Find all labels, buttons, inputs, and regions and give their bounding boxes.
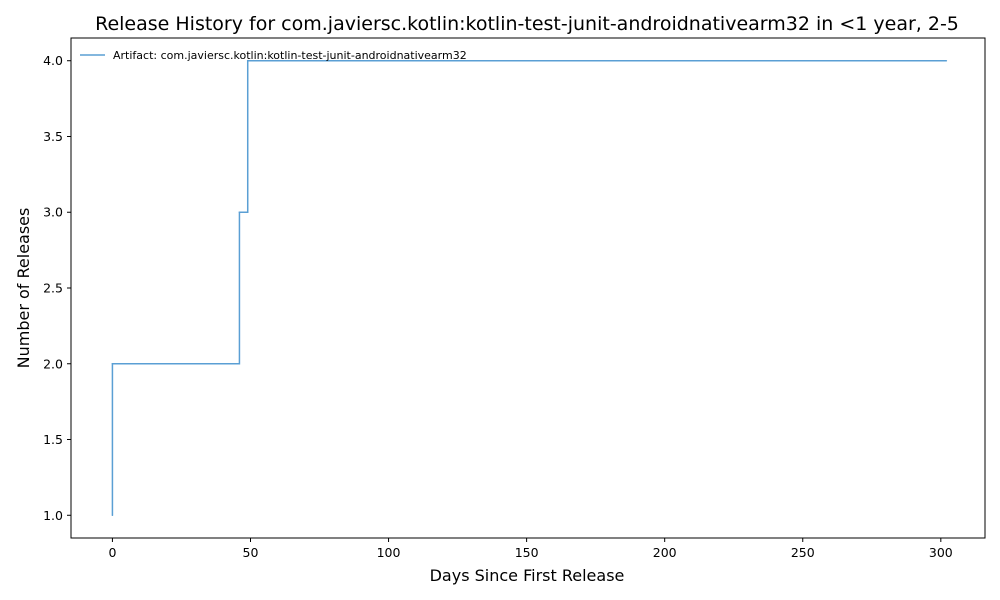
x-tick-label: 150 (515, 545, 539, 560)
x-tick-label: 250 (791, 545, 815, 560)
x-tick-label: 0 (108, 545, 116, 560)
y-axis: 1.0 1.5 2.0 2.5 3.0 3.5 4.0 (43, 53, 71, 523)
x-tick-label: 300 (929, 545, 953, 560)
y-tick-label: 3.0 (43, 205, 63, 220)
y-axis-label: Number of Releases (14, 208, 33, 369)
legend-entry-label: Artifact: com.javiersc.kotlin:kotlin-tes… (113, 49, 467, 62)
x-tick-label: 100 (377, 545, 401, 560)
series-point (111, 363, 114, 365)
y-tick-label: 1.0 (43, 508, 63, 523)
series-point (238, 211, 241, 213)
x-axis-label: Days Since First Release (430, 566, 625, 585)
y-tick-label: 2.5 (43, 281, 63, 296)
series-layer (111, 59, 948, 517)
chart-title: Release History for com.javiersc.kotlin:… (95, 13, 959, 35)
y-tick-label: 4.0 (43, 53, 63, 68)
x-tick-label: 200 (653, 545, 677, 560)
series-point (111, 514, 114, 517)
y-tick-label: 3.5 (43, 129, 63, 144)
y-tick-label: 2.0 (43, 356, 63, 371)
legend: Artifact: com.javiersc.kotlin:kotlin-tes… (80, 49, 467, 62)
y-tick-label: 1.5 (43, 432, 63, 447)
x-axis: 0 50 100 150 200 250 300 (108, 538, 953, 560)
series-point (246, 59, 249, 62)
x-tick-label: 50 (243, 545, 259, 560)
series-point (945, 59, 948, 62)
